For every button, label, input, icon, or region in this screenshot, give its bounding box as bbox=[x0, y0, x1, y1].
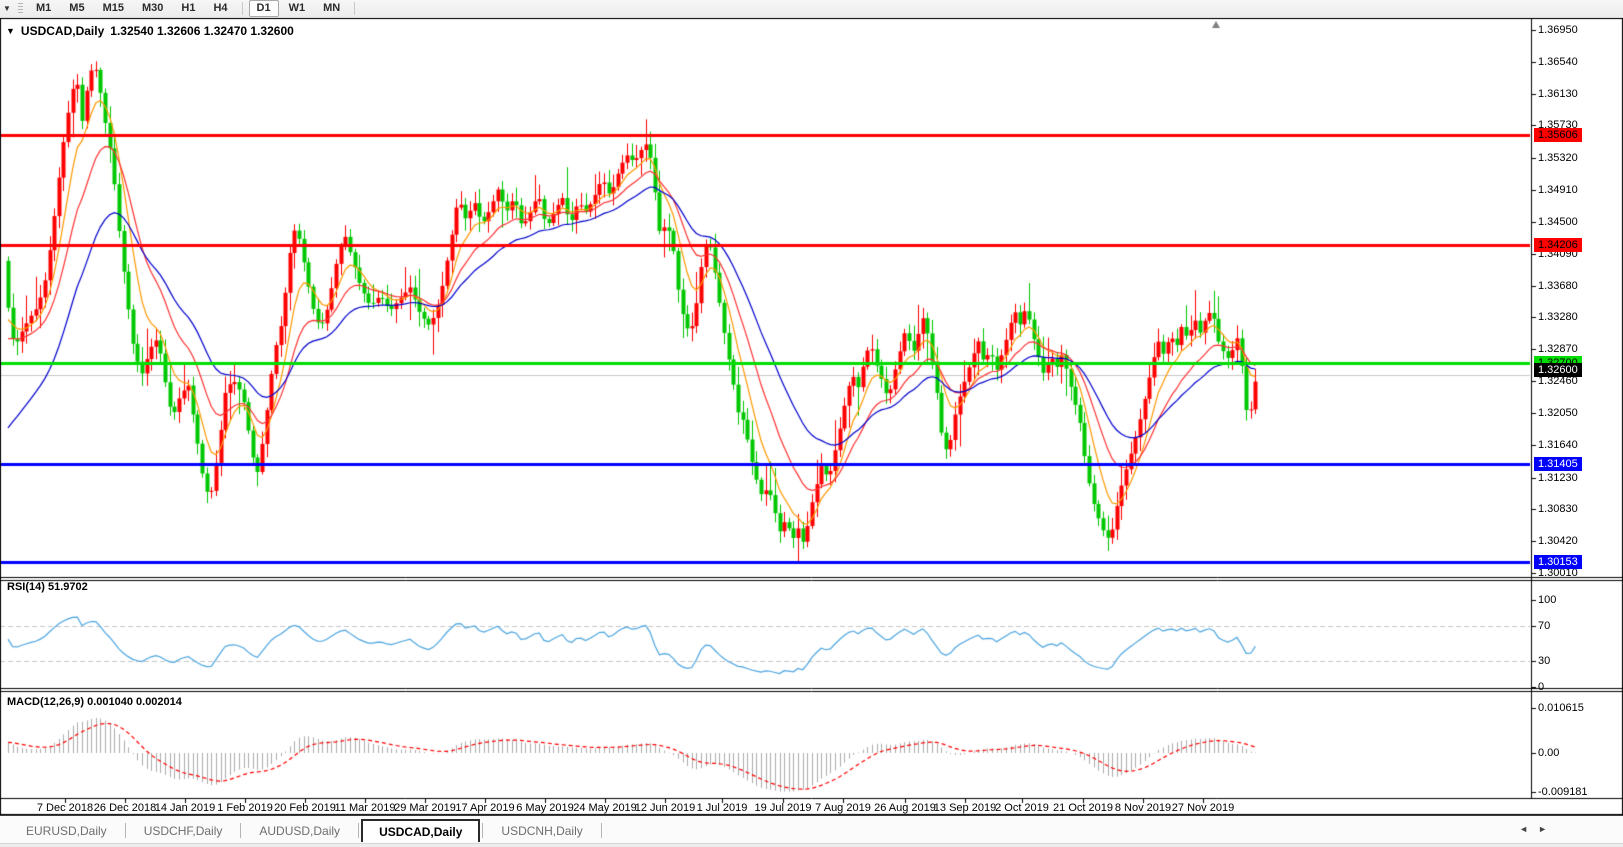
level-price-label: 1.34206 bbox=[1534, 237, 1582, 252]
tab-separator bbox=[124, 823, 126, 838]
date-tick-label: 29 Mar 2019 bbox=[394, 802, 456, 814]
price-tick-label: 1.31230 bbox=[1538, 471, 1578, 484]
toolbar-separator bbox=[241, 2, 243, 15]
date-tick-label: 20 Feb 2019 bbox=[274, 802, 336, 814]
level-price-label: 1.31405 bbox=[1534, 456, 1582, 471]
chart-title: ▼ USDCAD,Daily 1.32540 1.32606 1.32470 1… bbox=[6, 24, 294, 38]
date-tick-label: 12 Jun 2019 bbox=[634, 802, 696, 814]
date-tick-label: 7 Aug 2019 bbox=[815, 802, 871, 814]
date-tick-label: 19 Jul 2019 bbox=[754, 802, 812, 814]
date-tick-label: 13 Sep 2019 bbox=[933, 802, 997, 814]
price-tick-label: 1.33280 bbox=[1538, 311, 1578, 324]
rsi-tick-label: 30 bbox=[1538, 654, 1551, 667]
price-tick-label: 1.32870 bbox=[1538, 343, 1578, 356]
timeframe-button-h1[interactable]: H1 bbox=[181, 2, 196, 14]
price-tick-label: 1.35320 bbox=[1538, 151, 1578, 164]
date-tick-label: 8 Nov 2019 bbox=[1114, 802, 1172, 814]
price-tick-label: 1.36130 bbox=[1538, 88, 1578, 101]
timeframe-button-w1[interactable]: W1 bbox=[288, 2, 306, 14]
rsi-tick-label: 0 bbox=[1538, 681, 1545, 693]
date-tick-label: 11 Mar 2019 bbox=[334, 802, 396, 814]
price-tick-label: 1.32050 bbox=[1538, 407, 1578, 420]
date-tick-label: 14 Jan 2019 bbox=[154, 802, 216, 814]
timeframe-button-m30[interactable]: M30 bbox=[141, 2, 164, 14]
timeframe-buttons: M1 M5 M15 M30 H1 H4 D1 W1 MN bbox=[27, 0, 360, 17]
rsi-tick-label: 100 bbox=[1538, 594, 1557, 606]
timeframe-button-m1[interactable]: M1 bbox=[36, 2, 52, 14]
date-tick-label: 21 Oct 2019 bbox=[1053, 802, 1113, 814]
tab-scroll-left-icon[interactable]: ◄ bbox=[1519, 824, 1529, 834]
toolbar-separator bbox=[354, 2, 356, 15]
price-tick-label: 1.32460 bbox=[1538, 375, 1578, 388]
timeframe-button-d1[interactable]: D1 bbox=[248, 0, 279, 17]
rsi-tick-label: 70 bbox=[1538, 620, 1551, 633]
macd-tick-label: -0.009181 bbox=[1538, 785, 1588, 798]
date-tick-label: 26 Aug 2019 bbox=[874, 802, 936, 814]
timeframe-toolbar: ▼ M1 M5 M15 M30 H1 H4 D1 W1 MN bbox=[0, 0, 1623, 18]
price-tick-label: 1.30420 bbox=[1538, 534, 1578, 547]
candlestick-chart-canvas[interactable] bbox=[0, 18, 1623, 815]
date-tick-label: 27 Nov 2019 bbox=[1171, 802, 1235, 814]
price-tick-label: 1.33680 bbox=[1538, 279, 1578, 292]
price-tick-label: 1.36540 bbox=[1538, 56, 1578, 69]
macd-tick-label: 0.010615 bbox=[1538, 702, 1584, 715]
macd-tick-label: 0.00 bbox=[1538, 747, 1560, 759]
symbol-tabs: EURUSD,Daily USDCHF,Daily AUDUSD,Daily USDC… bbox=[10, 819, 604, 842]
chart-symbol-period: USDCAD,Daily bbox=[20, 24, 105, 38]
chart-window: ▼ USDCAD,Daily 1.32540 1.32606 1.32470 1… bbox=[0, 18, 1623, 815]
tab-scroll-right-icon[interactable]: ► bbox=[1538, 824, 1547, 834]
toolbar-grip-handle[interactable] bbox=[18, 2, 23, 15]
date-tick-label: 7 Dec 2018 bbox=[36, 802, 94, 814]
rsi-indicator-label: RSI(14) 51.9702 bbox=[7, 581, 88, 593]
tab-separator bbox=[482, 823, 484, 838]
price-tick-label: 1.34910 bbox=[1538, 183, 1578, 196]
timeframe-button-h4[interactable]: H4 bbox=[213, 2, 228, 14]
current-price-label: 1.32600 bbox=[1534, 363, 1582, 378]
symbol-tab-bar: EURUSD,Daily USDCHF,Daily AUDUSD,Daily USDC… bbox=[0, 815, 1623, 847]
level-price-label: 1.30153 bbox=[1534, 554, 1582, 569]
tab-separator bbox=[358, 823, 360, 838]
timeframe-button-m15[interactable]: M15 bbox=[102, 2, 124, 14]
date-tick-label: 1 Jul 2019 bbox=[696, 802, 748, 814]
date-tick-label: 2 Oct 2019 bbox=[995, 802, 1049, 814]
tab-separator bbox=[240, 823, 242, 838]
price-tick-label: 1.31640 bbox=[1538, 439, 1578, 452]
price-tick-label: 1.34500 bbox=[1538, 215, 1578, 228]
price-tick-label: 1.30010 bbox=[1538, 566, 1578, 579]
tab-eurusd[interactable]: EURUSD,Daily bbox=[26, 823, 107, 838]
date-tick-label: 17 Apr 2019 bbox=[455, 802, 515, 814]
date-tick-label: 6 May 2019 bbox=[516, 802, 574, 814]
price-tick-label: 1.30830 bbox=[1538, 502, 1578, 515]
chart-ohlc-values: 1.32540 1.32606 1.32470 1.32600 bbox=[110, 24, 294, 38]
tab-usdchf[interactable]: USDCHF,Daily bbox=[143, 823, 223, 838]
timeframe-button-m5[interactable]: M5 bbox=[69, 2, 85, 14]
chart-collapse-icon[interactable]: ▼ bbox=[6, 26, 15, 36]
level-price-label: 1.35606 bbox=[1534, 128, 1582, 143]
date-tick-label: 26 Dec 2018 bbox=[93, 802, 157, 814]
tab-bar-footer bbox=[0, 843, 1623, 847]
macd-indicator-label: MACD(12,26,9) 0.001040 0.002014 bbox=[7, 696, 182, 708]
toolbar-dropdown-icon[interactable]: ▼ bbox=[3, 4, 11, 13]
tab-usdcnh[interactable]: USDCNH,Daily bbox=[501, 823, 583, 838]
tab-usdcad[interactable]: USDCAD,Daily bbox=[361, 819, 481, 842]
date-tick-label: 24 May 2019 bbox=[573, 802, 637, 814]
date-tick-label: 1 Feb 2019 bbox=[217, 802, 273, 814]
timeframe-button-mn[interactable]: MN bbox=[323, 2, 341, 14]
tab-separator bbox=[600, 823, 602, 838]
price-tick-label: 1.36950 bbox=[1538, 24, 1578, 36]
tab-audusd[interactable]: AUDUSD,Daily bbox=[259, 823, 341, 838]
